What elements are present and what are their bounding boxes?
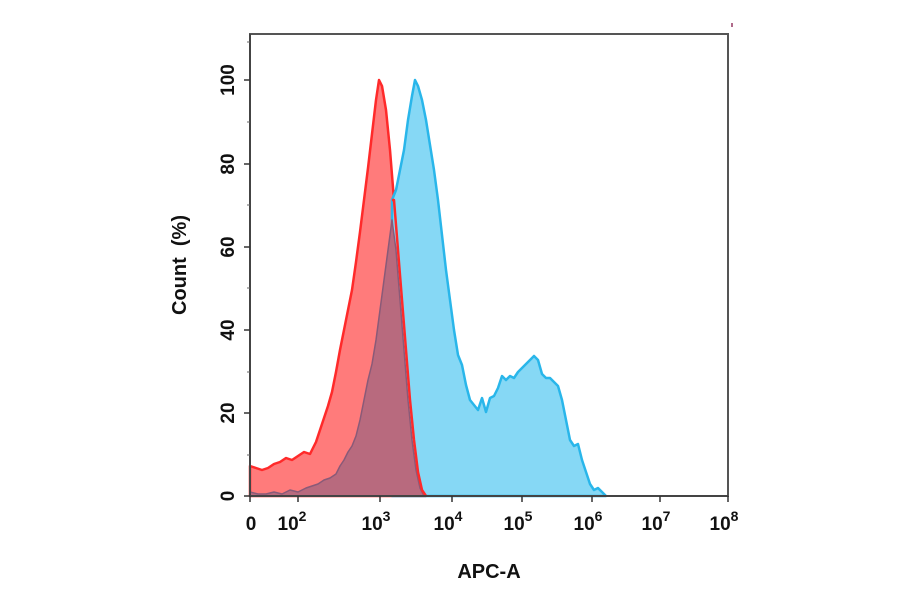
y-tick-0: 0 [218,491,239,502]
x-axis-title: APC-A [457,561,520,583]
x-tick-0: 0 [246,514,257,535]
red-histogram-outline [392,198,428,497]
x-tick-1e4: 104 [434,508,463,535]
y-tick-40: 40 [218,319,239,340]
overlap-region [249,219,425,497]
x-tick-1e6: 106 [574,508,603,535]
corner-mark [731,23,733,27]
y-tick-labels: 0 20 40 60 80 100 [218,64,239,501]
x-tick-1e8: 108 [710,508,739,535]
y-tick-60: 60 [218,236,239,257]
x-tick-1e2: 102 [278,508,307,535]
x-tick-1e3: 103 [362,508,391,535]
y-tick-100: 100 [218,64,239,96]
y-ticks [244,79,250,497]
x-ticks [249,496,729,502]
x-tick-1e7: 107 [642,508,671,535]
blue-histogram-area [390,78,608,498]
y-tick-20: 20 [218,402,239,423]
y-axis-title: Count (%) [169,215,191,315]
x-tick-labels: 0 102 103 104 105 106 107 108 [246,508,739,535]
y-tick-80: 80 [218,153,239,174]
x-tick-1e5: 105 [504,508,533,535]
y-minor-ticks [247,41,250,456]
